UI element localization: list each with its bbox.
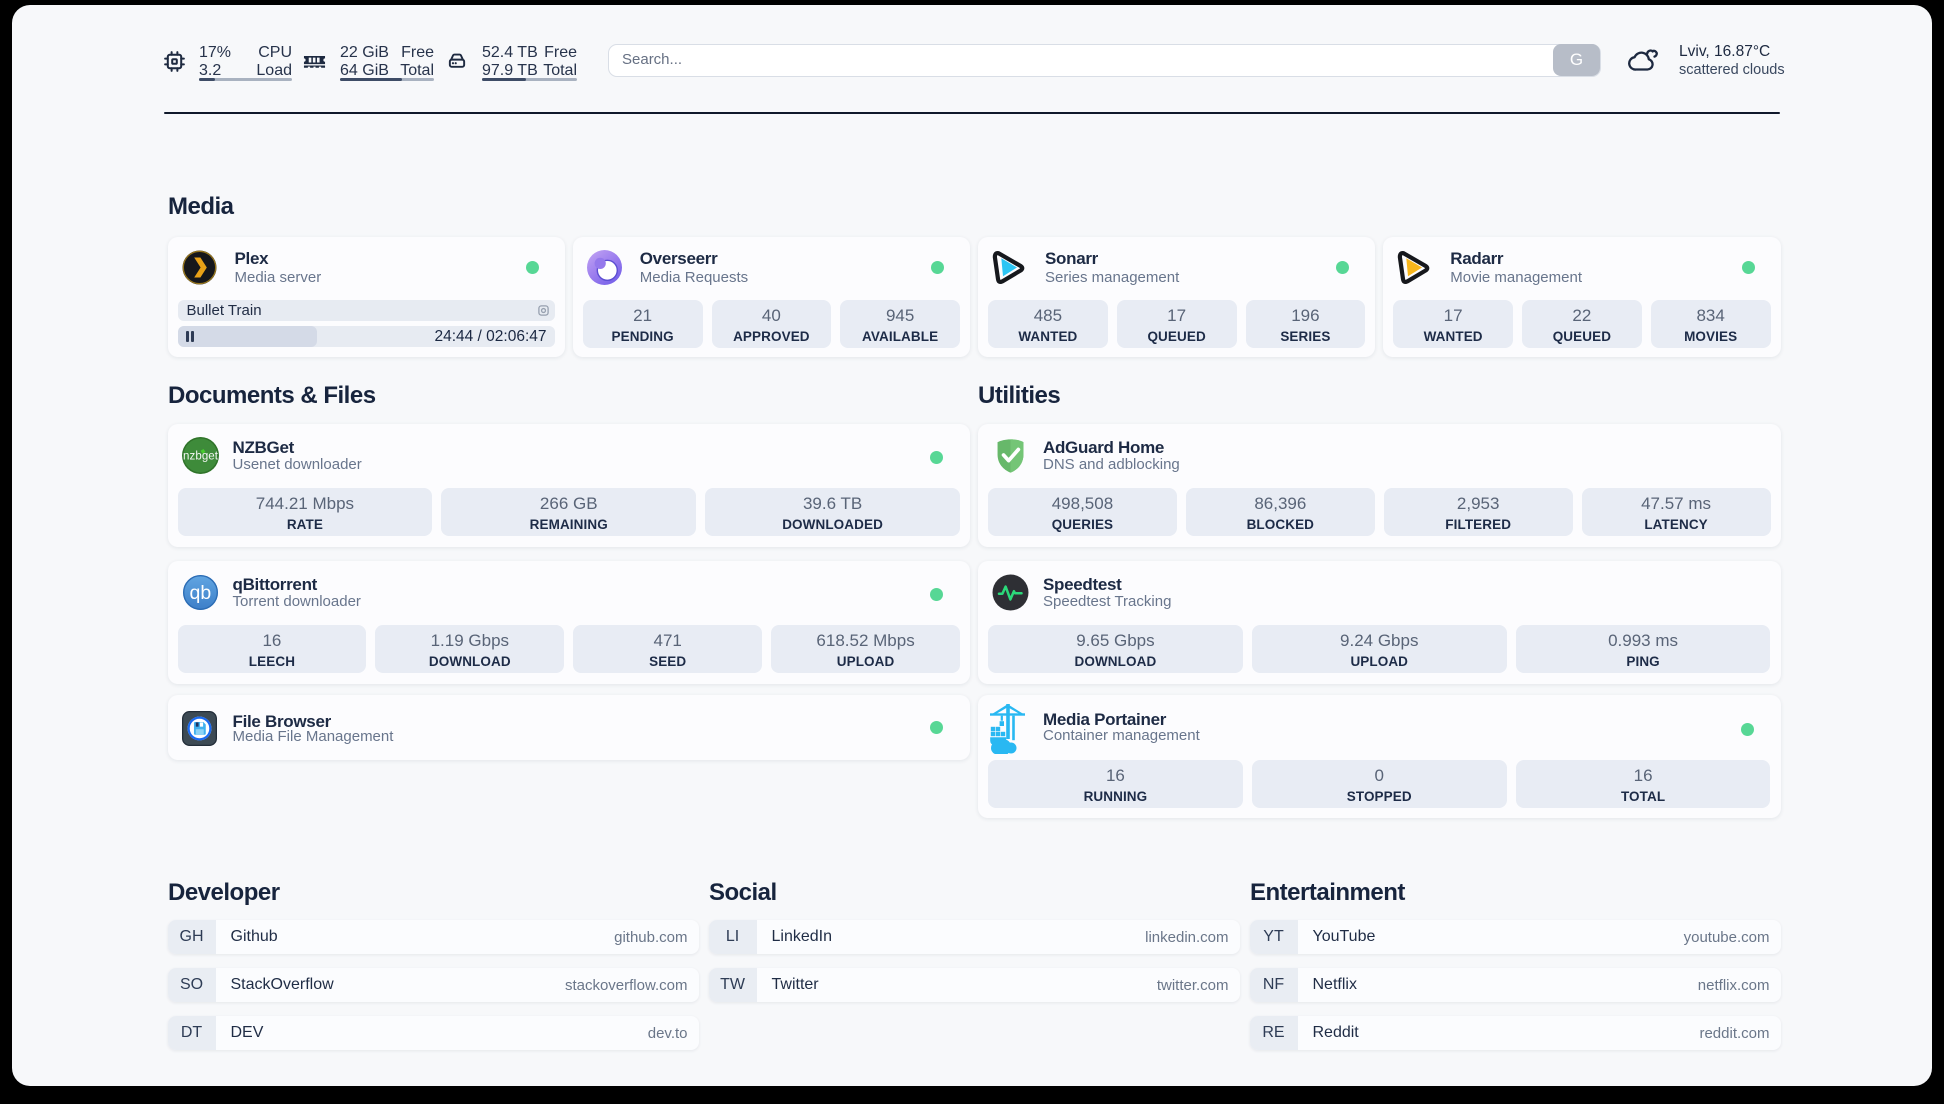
svg-text:qb: qb: [189, 582, 211, 604]
svg-text:nzbget: nzbget: [183, 450, 219, 462]
